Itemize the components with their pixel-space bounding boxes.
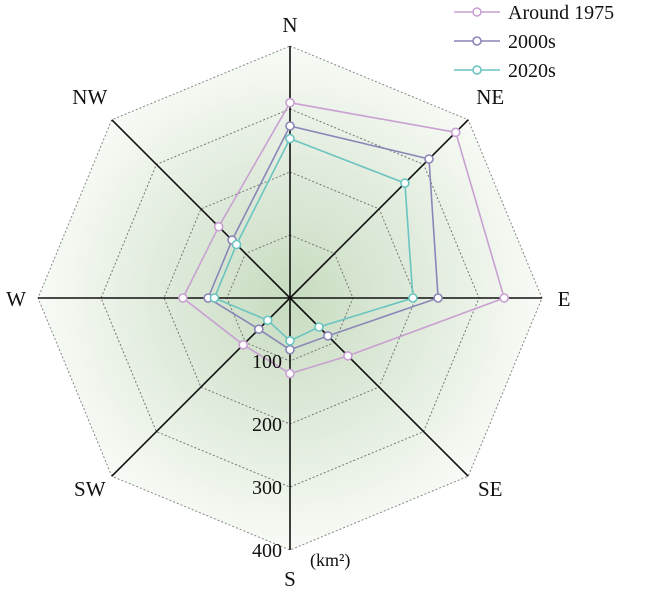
direction-label-nw: NW: [72, 85, 107, 109]
series-point: [343, 351, 353, 361]
legend-swatch-marker: [472, 7, 482, 17]
series-point: [262, 315, 273, 326]
direction-label-sw: SW: [74, 477, 106, 501]
legend-label: 2000s: [508, 31, 556, 53]
series-point: [178, 293, 188, 303]
series-point: [450, 127, 461, 138]
radar-series: [178, 97, 510, 379]
tick-label: 200: [252, 414, 282, 436]
legend-swatch-marker: [472, 36, 482, 46]
direction-label-w: W: [6, 287, 26, 311]
direction-label-ne: NE: [476, 85, 504, 109]
series-point: [285, 121, 295, 131]
axis-line: [289, 119, 469, 299]
legend-label: 2020s: [508, 60, 556, 82]
direction-label-e: E: [558, 287, 571, 311]
tick-label: 400: [252, 540, 282, 562]
tick-label: 100: [252, 351, 282, 373]
series-point: [285, 97, 295, 108]
legend-swatch-marker: [472, 65, 482, 75]
series-point: [285, 335, 295, 346]
series-point: [314, 322, 324, 332]
series-point: [424, 154, 434, 164]
axis-line: [111, 119, 291, 299]
grid-ring: [100, 108, 480, 488]
series-point: [433, 293, 443, 303]
series-point: [285, 344, 295, 355]
series-point: [285, 133, 295, 144]
direction-label-n: N: [282, 13, 297, 37]
series-point: [400, 178, 410, 188]
radar-labels: 100 200 300 400 (km²) N NE E SE S SW W NW: [6, 13, 570, 591]
series-point: [253, 324, 264, 335]
series-point: [323, 331, 333, 341]
legend: Around 1975 2000s 2020s: [454, 2, 614, 82]
series-point: [238, 339, 248, 350]
direction-label-s: S: [284, 567, 296, 591]
tick-label: 300: [252, 477, 282, 499]
series-point: [285, 368, 295, 379]
grid-ring: [37, 45, 543, 551]
series-point: [408, 293, 418, 303]
series-point: [213, 221, 224, 232]
unit-label: (km²): [310, 550, 350, 571]
series-point: [499, 293, 510, 303]
legend-label: Around 1975: [508, 2, 614, 24]
series-point: [231, 239, 242, 250]
direction-label-se: SE: [478, 477, 503, 501]
series-point: [209, 293, 220, 303]
